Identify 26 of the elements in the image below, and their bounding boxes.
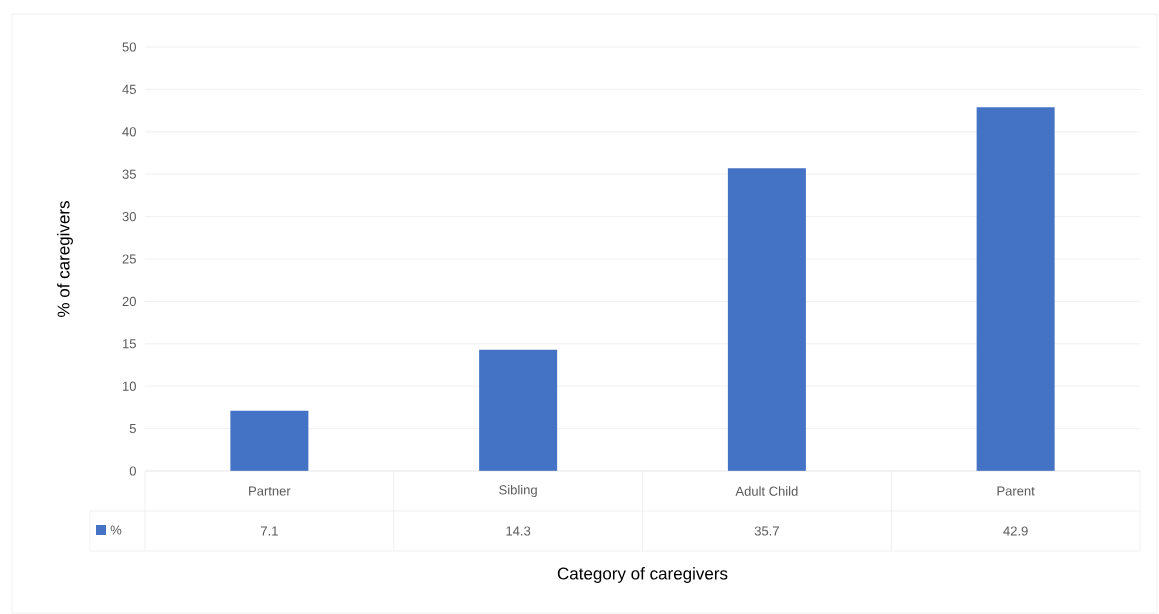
x-tick-label: Parent [997, 486, 1035, 496]
legend-label: % [110, 525, 122, 535]
data-label: 35.7 [754, 526, 779, 536]
data-label: 7.1 [261, 526, 278, 536]
y-tick-label: 30 [122, 212, 136, 222]
y-tick-label: 45 [122, 84, 136, 94]
y-tick-label: 40 [122, 127, 136, 137]
y-tick-label: 15 [122, 339, 136, 349]
y-tick-label: 5 [129, 424, 136, 434]
data-label: 14.3 [506, 526, 531, 536]
x-tick-label: Sibling [499, 484, 537, 498]
x-tick-label: Partner [249, 486, 291, 496]
x-axis-title: Category of caregivers [557, 567, 728, 583]
y-tick-label: 20 [122, 296, 136, 306]
x-tick-label: Adult Child [735, 486, 798, 496]
bar [727, 168, 806, 471]
bar [976, 107, 1055, 471]
y-tick-label: 10 [122, 381, 136, 391]
y-tick-label: 50 [122, 42, 136, 52]
y-axis-title: % of caregivers [57, 201, 73, 317]
bar [230, 410, 309, 471]
y-tick-label: 25 [122, 254, 136, 264]
data-label: 42.9 [1003, 526, 1028, 536]
y-tick-label: 0 [129, 466, 136, 476]
bar [479, 349, 558, 471]
y-tick-label: 35 [122, 169, 136, 179]
